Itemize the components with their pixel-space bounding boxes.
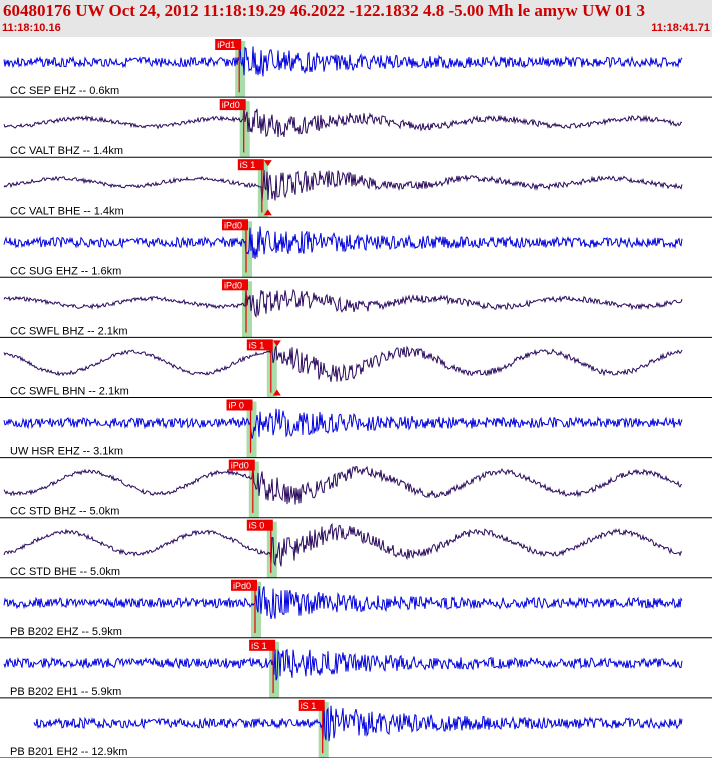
pick-window (251, 581, 261, 638)
pick-window (246, 401, 257, 458)
station-label: PB B202 EH1 -- 5.9km (10, 686, 121, 698)
pick-flag (226, 399, 253, 411)
pick-marker-top (263, 160, 272, 167)
trace-waveform (3, 44, 683, 77)
pick-label: iPd0 (224, 280, 242, 290)
pick-flag (246, 339, 273, 351)
pick-flag (215, 39, 242, 50)
event-title: 60480176 UW Oct 24, 2012 11:18:19.29 46.… (3, 1, 646, 20)
trace-waveform (3, 341, 683, 382)
start-time-label: 11:18:10.16 (2, 22, 61, 34)
pick-flag (246, 519, 273, 531)
station-label: CC SWFL BHZ -- 2.1km (10, 325, 128, 337)
pick-window (248, 461, 259, 518)
trace-waveform (3, 226, 683, 260)
trace-waveform (33, 704, 683, 742)
pick-label: iPd0 (224, 220, 242, 230)
trace-waveform (3, 586, 683, 620)
pick-window (266, 341, 277, 398)
event-header: 60480176 UW Oct 24, 2012 11:18:19.29 46.… (0, 0, 712, 37)
pick-marker-bottom (272, 389, 281, 396)
pick-flag (222, 279, 248, 291)
pick-window (239, 101, 250, 158)
station-label: UW HSR EHZ -- 3.1km (10, 446, 123, 458)
pick-label: iPd0 (233, 581, 251, 591)
station-label: PB B201 EH2 -- 12.9km (10, 746, 127, 758)
pick-label: iS 1 (240, 160, 256, 170)
pick-marker-top (272, 340, 281, 347)
pick-flag (237, 159, 264, 171)
station-label: CC STD BHZ -- 5.0km (10, 506, 119, 518)
trace-waveform (3, 106, 683, 138)
pick-window (242, 281, 252, 338)
pick-flag (222, 219, 248, 231)
station-label: CC STD BHE -- 5.0km (10, 566, 120, 578)
pick-flag (249, 639, 276, 651)
pick-label: iS 1 (249, 340, 265, 350)
pick-window (242, 221, 252, 278)
station-label: CC VALT BHZ -- 1.4km (10, 145, 123, 157)
trace-waveform (3, 523, 683, 567)
pick-label: iP 0 (229, 401, 244, 411)
pick-flag (219, 99, 246, 111)
pick-label: iPd0 (222, 100, 240, 110)
trace-waveform (3, 408, 683, 439)
pick-window (235, 41, 246, 98)
pick-label: iPd0 (231, 461, 249, 471)
trace-waveform (3, 465, 683, 505)
trace-waveform (3, 288, 683, 318)
pick-marker-bottom (263, 209, 272, 216)
pick-label: iS 1 (251, 641, 267, 651)
seismogram-panel: CC SEP EHZ -- 0.6km iPd1 CC VALT BHZ -- 1.… (0, 39, 712, 758)
pick-label: iS 1 (301, 701, 317, 711)
pick-flag (231, 579, 257, 591)
station-label: CC SWFL BHN -- 2.1km (10, 386, 129, 398)
trace-waveform (3, 169, 683, 202)
pick-label: iPd1 (217, 40, 235, 50)
station-label: CC SUG EHZ -- 1.6km (10, 265, 121, 277)
end-time-label: 11:18:41.71 (651, 22, 710, 34)
pick-flag (298, 699, 325, 711)
pick-flag (228, 459, 255, 471)
trace-waveform (3, 648, 683, 681)
station-label: CC SEP EHZ -- 0.6km (10, 85, 119, 97)
station-label: CC VALT BHE -- 1.4km (10, 205, 124, 217)
pick-label: iS 0 (249, 521, 265, 531)
station-label: PB B202 EHZ -- 5.9km (10, 626, 122, 638)
